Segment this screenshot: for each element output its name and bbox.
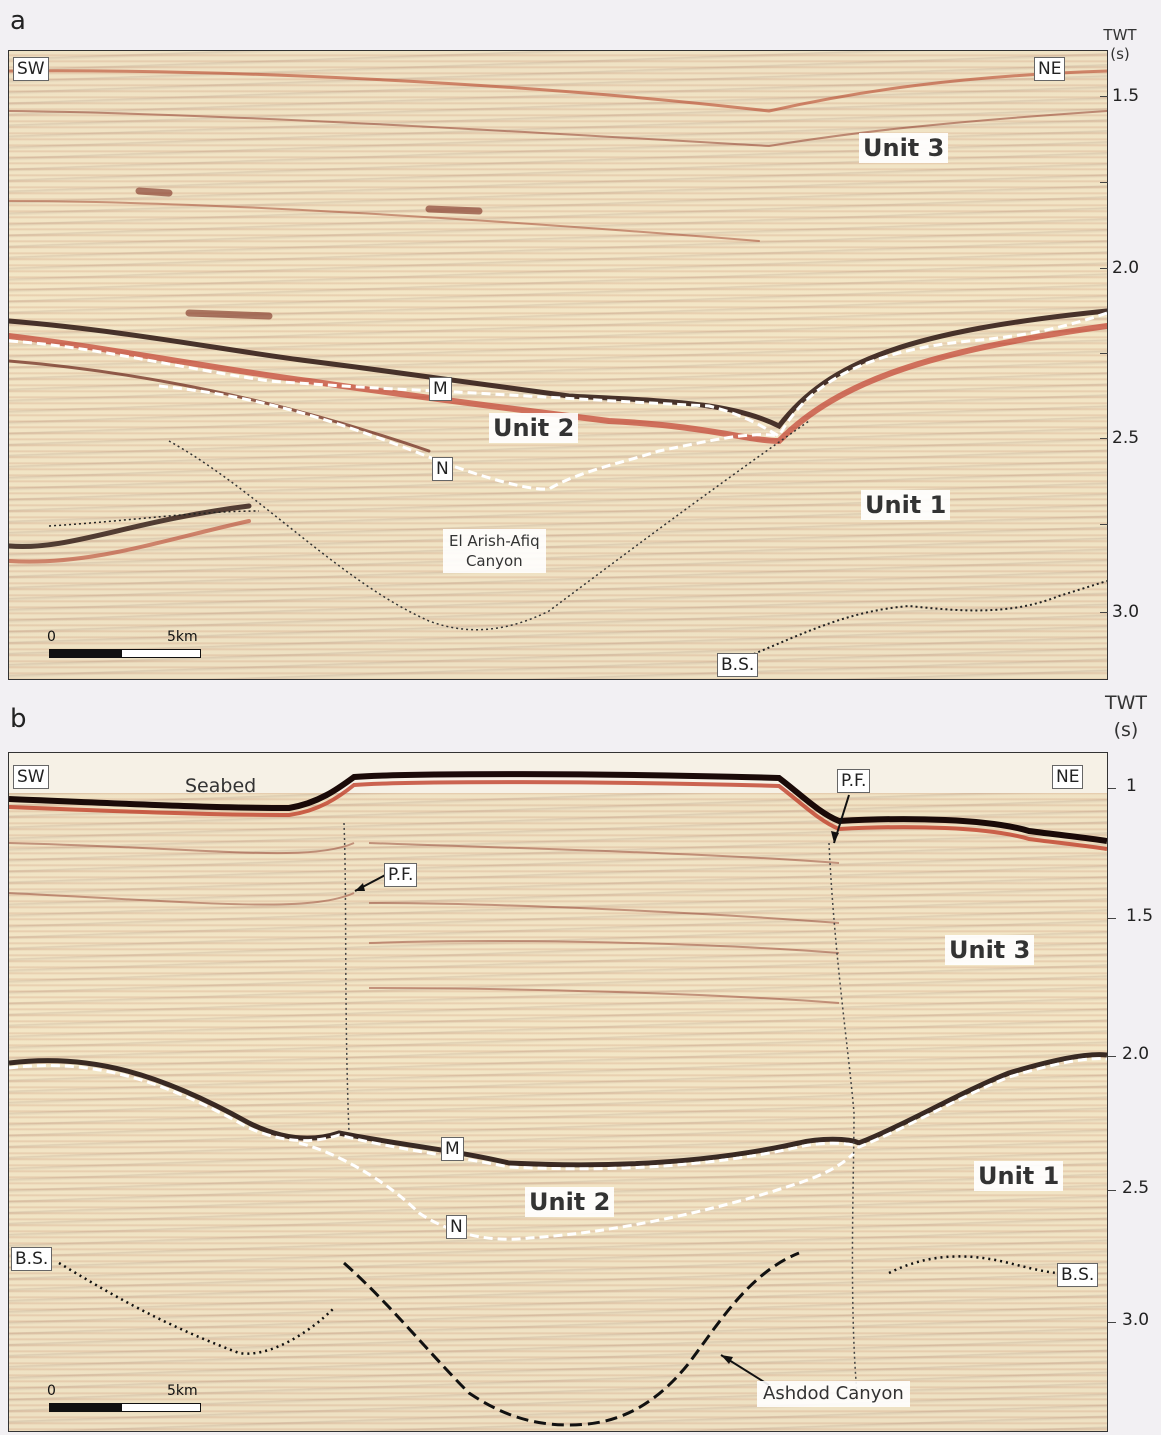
unit-2-label-b: Unit 2 bbox=[525, 1187, 615, 1217]
tick-a-1-5: 1.5 bbox=[1112, 86, 1140, 106]
sw-label-b: SW bbox=[13, 765, 49, 789]
tick-b-2-0: 2.0 bbox=[1122, 1044, 1150, 1064]
horizon-m-label-b: M bbox=[441, 1137, 464, 1161]
base-surface-line-b-left bbox=[58, 1261, 335, 1355]
base-surface-label-b-right: B.S. bbox=[1057, 1263, 1099, 1287]
scale-start-label: 0 bbox=[47, 629, 56, 645]
unit-2-label: Unit 2 bbox=[489, 413, 579, 443]
seismic-section-b: SW NE Seabed P.F. P.F. Unit 3 Unit 2 Uni… bbox=[8, 752, 1108, 1432]
tick-b-1: 1 bbox=[1126, 776, 1137, 796]
panel-a-twt-axis-title: TWT (s) bbox=[1103, 26, 1137, 63]
seabed-label: Seabed bbox=[185, 775, 257, 797]
tick-a-3-0: 3.0 bbox=[1112, 602, 1140, 622]
tick-b-3-0: 3.0 bbox=[1122, 1310, 1150, 1330]
tick-b-1-5: 1.5 bbox=[1126, 906, 1154, 926]
horizon-m-line-b bbox=[9, 1057, 1107, 1171]
horizon-n-line-b bbox=[298, 1141, 856, 1241]
scale-start-label-b: 0 bbox=[47, 1383, 56, 1399]
panel-b-letter: b bbox=[10, 704, 27, 734]
panel-b-twt-axis-title: TWT (s) bbox=[1105, 692, 1147, 741]
scale-end-label-b: 5km bbox=[167, 1383, 198, 1399]
sw-label: SW bbox=[13, 57, 49, 81]
base-surface-line-b-right bbox=[888, 1255, 1060, 1275]
unit-3-label-b: Unit 3 bbox=[945, 935, 1035, 965]
ne-label: NE bbox=[1034, 57, 1066, 81]
scale-end-label: 5km bbox=[167, 629, 198, 645]
pf-label-left: P.F. bbox=[384, 863, 418, 887]
horizon-m-label: M bbox=[429, 377, 452, 401]
horizon-n-line bbox=[158, 384, 780, 491]
horizon-n-label: N bbox=[432, 457, 453, 481]
unit-3-label: Unit 3 bbox=[859, 133, 949, 163]
pf-label-right: P.F. bbox=[837, 769, 871, 793]
base-surface-label: B.S. bbox=[717, 653, 759, 677]
tick-b-2-5: 2.5 bbox=[1122, 1178, 1150, 1198]
horizon-m-line bbox=[9, 311, 1107, 438]
base-surface-label-b-left: B.S. bbox=[11, 1247, 53, 1271]
seismic-section-a-graphic bbox=[9, 69, 1107, 657]
ashdod-canyon-outline bbox=[343, 1251, 800, 1427]
ne-label-b: NE bbox=[1052, 765, 1084, 789]
tick-a-2-0: 2.0 bbox=[1112, 258, 1140, 278]
fault-line-left bbox=[343, 822, 350, 1134]
seismic-section-b-graphic bbox=[9, 753, 1107, 1427]
tick-a-2-5: 2.5 bbox=[1112, 428, 1140, 448]
panel-a-letter: a bbox=[10, 6, 26, 36]
seismic-section-a: SW NE Unit 3 Unit 2 Unit 1 M N El Arish-… bbox=[8, 50, 1108, 680]
fault-line-right bbox=[828, 842, 858, 1394]
horizon-n-label-b: N bbox=[446, 1215, 467, 1239]
base-surface-line-a bbox=[748, 580, 1107, 657]
ashdod-canyon-label: Ashdod Canyon bbox=[757, 1381, 910, 1407]
unit-1-label: Unit 1 bbox=[861, 490, 951, 520]
unit-1-label-b: Unit 1 bbox=[974, 1161, 1064, 1191]
canyon-outline-a bbox=[168, 420, 810, 631]
canyon-label: El Arish-Afiq Canyon bbox=[443, 529, 546, 573]
